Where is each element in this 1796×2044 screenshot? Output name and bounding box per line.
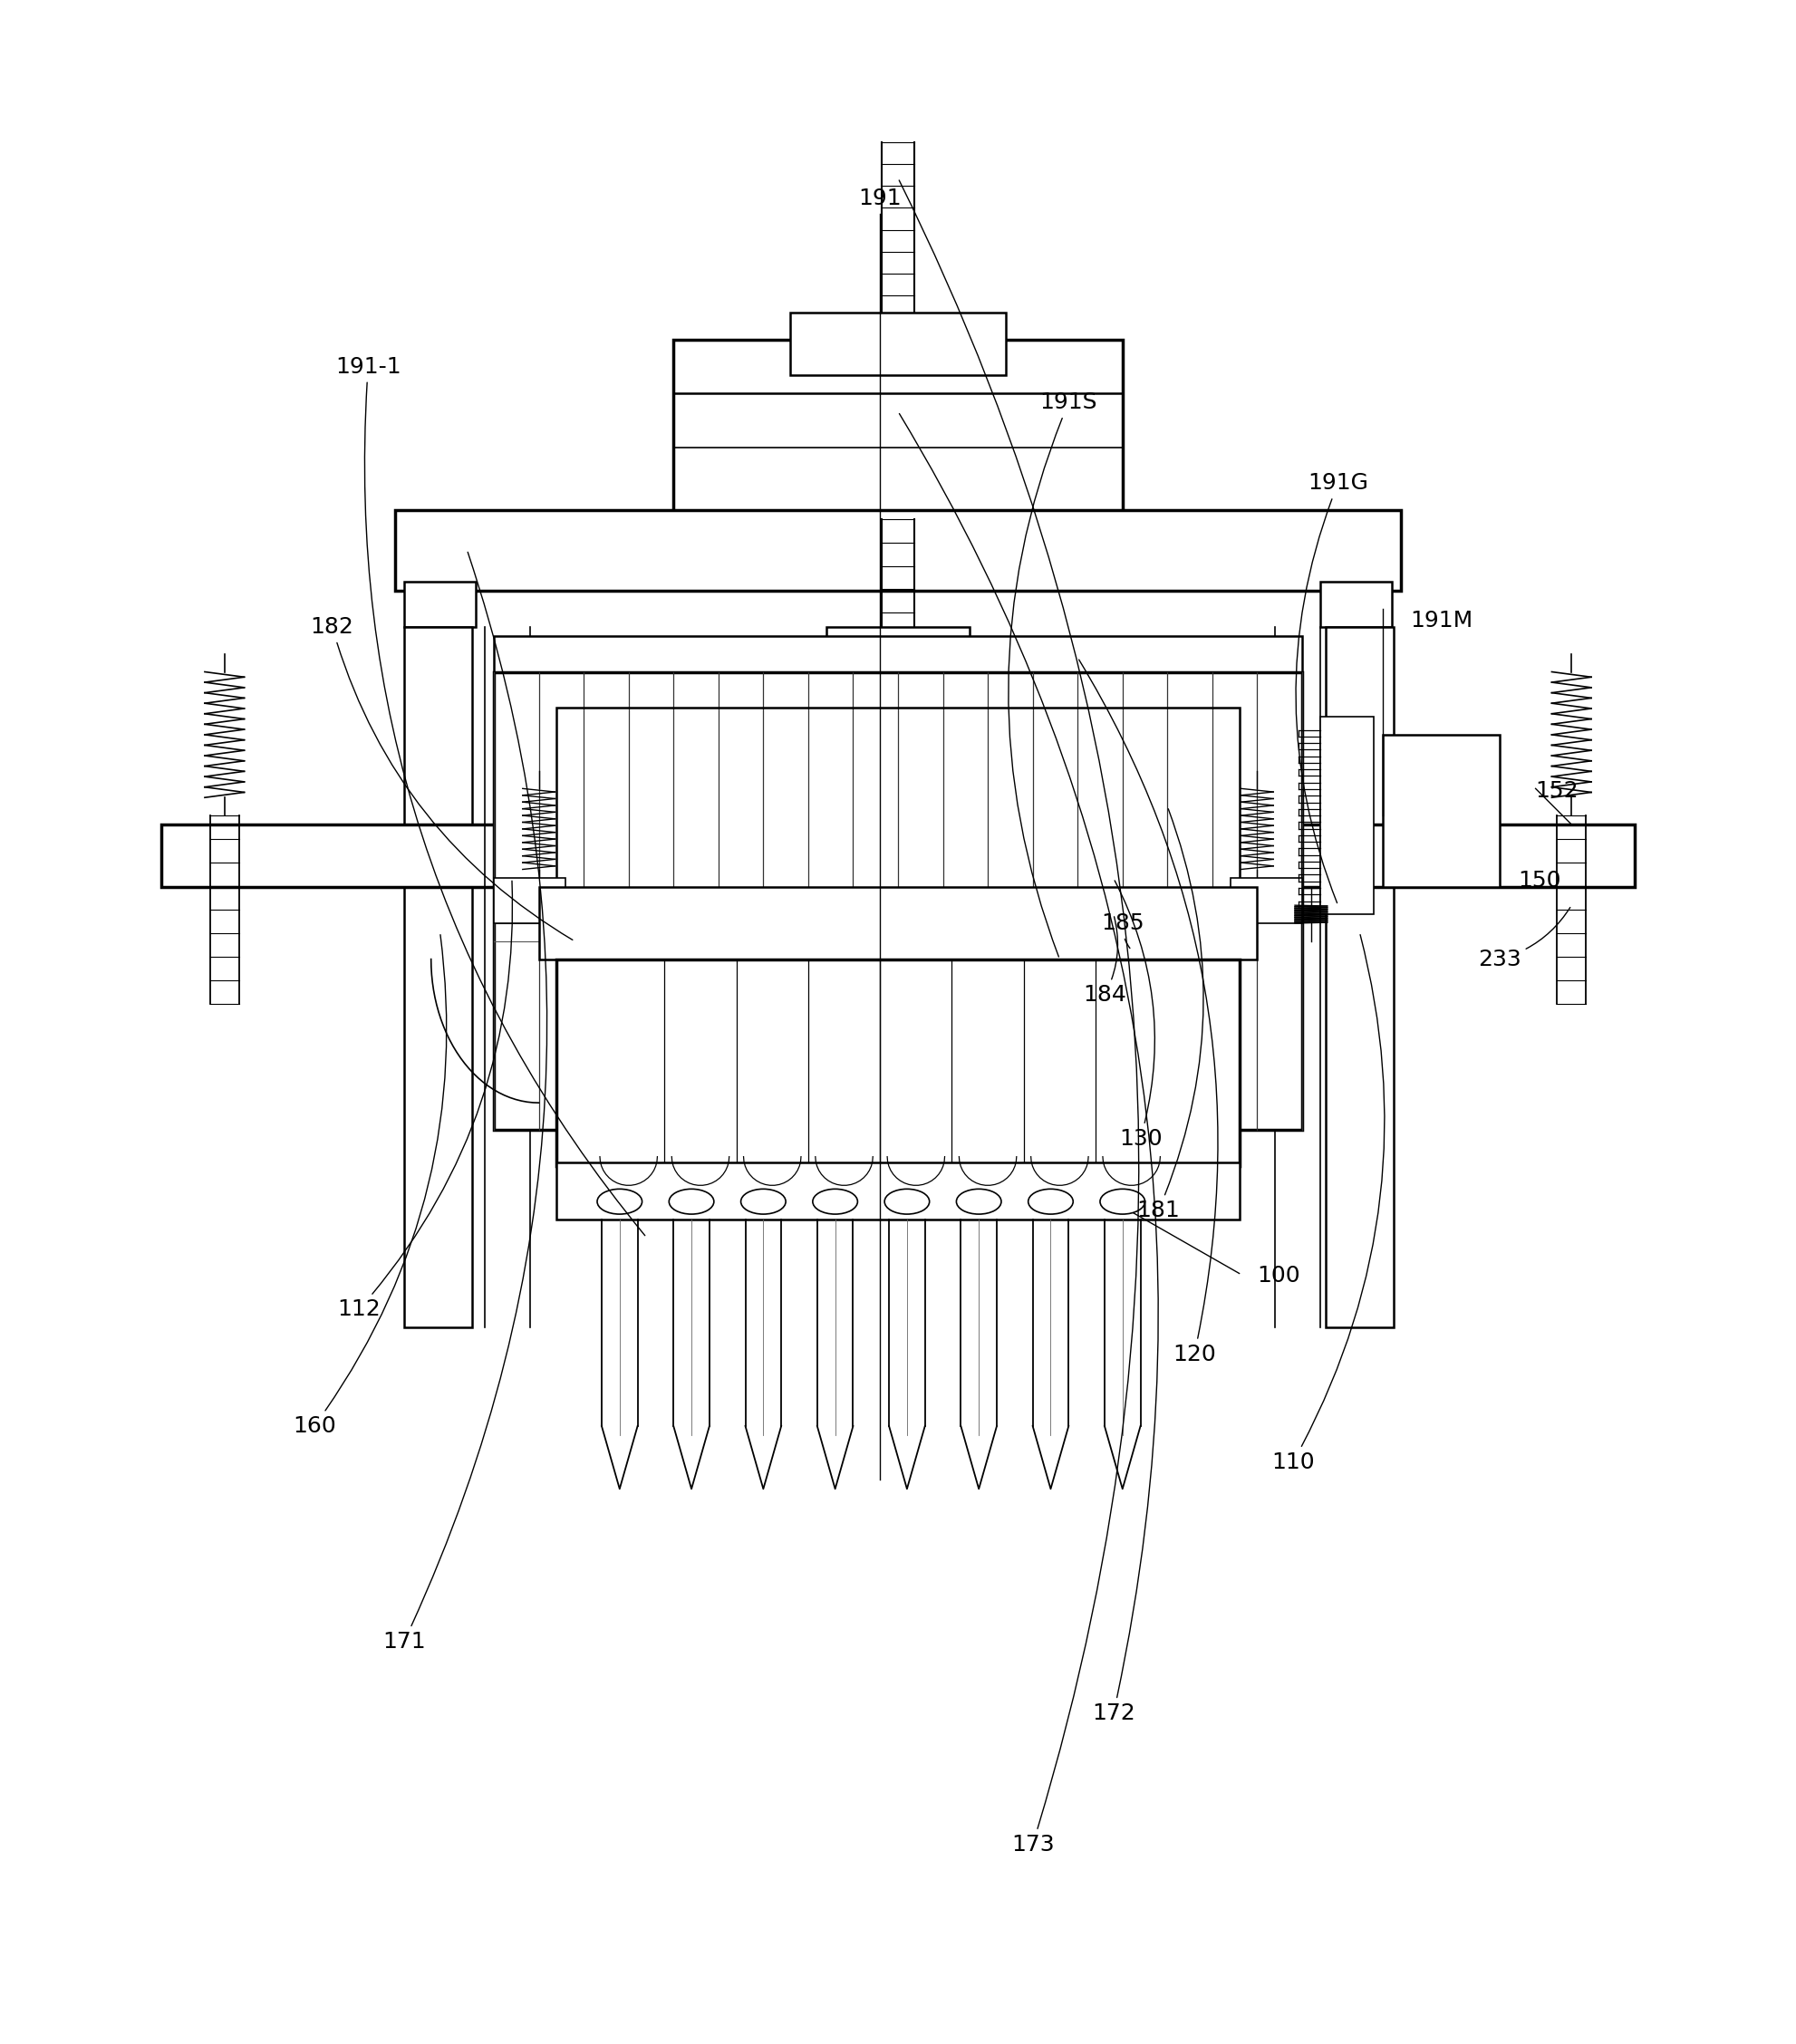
Bar: [162, 824, 1634, 887]
Text: 150: 150: [1518, 871, 1561, 891]
Text: 172: 172: [900, 413, 1158, 1725]
Text: 182: 182: [311, 615, 573, 940]
Ellipse shape: [742, 1190, 787, 1214]
Ellipse shape: [1027, 1190, 1074, 1214]
Text: 191: 191: [858, 188, 902, 208]
Bar: [494, 672, 1302, 1130]
Bar: [1325, 628, 1394, 1327]
Ellipse shape: [1099, 1190, 1146, 1214]
Text: 152: 152: [1536, 781, 1579, 801]
Bar: [1320, 717, 1374, 914]
Bar: [826, 628, 970, 672]
Text: 184: 184: [1083, 916, 1126, 1006]
Text: 181: 181: [1137, 809, 1203, 1222]
Text: 160: 160: [293, 934, 447, 1437]
Text: 173: 173: [900, 180, 1139, 1856]
Ellipse shape: [955, 1190, 1002, 1214]
Text: 171: 171: [383, 552, 548, 1652]
Text: 191G: 191G: [1297, 472, 1369, 903]
Text: 185: 185: [1101, 912, 1144, 948]
Ellipse shape: [884, 1190, 930, 1214]
Text: 112: 112: [338, 881, 512, 1320]
Bar: [674, 339, 1122, 519]
Text: 191-1: 191-1: [336, 356, 645, 1235]
Text: 233: 233: [1478, 908, 1570, 971]
Bar: [557, 959, 1239, 1165]
Text: 110: 110: [1272, 934, 1385, 1474]
Text: 120: 120: [1079, 660, 1218, 1365]
Bar: [557, 707, 1239, 1112]
Ellipse shape: [670, 1190, 715, 1214]
Ellipse shape: [598, 1190, 643, 1214]
Text: 130: 130: [1115, 881, 1162, 1149]
Text: 191S: 191S: [1008, 392, 1097, 957]
Bar: [1230, 879, 1302, 924]
Bar: [404, 583, 476, 628]
Bar: [790, 313, 1006, 376]
Bar: [1383, 734, 1500, 887]
Bar: [404, 628, 472, 1327]
Bar: [539, 887, 1257, 959]
Bar: [395, 511, 1401, 591]
Text: 191M: 191M: [1410, 609, 1473, 632]
Text: 100: 100: [1257, 1265, 1300, 1288]
Ellipse shape: [812, 1190, 858, 1214]
Bar: [494, 879, 566, 924]
Bar: [1320, 583, 1392, 628]
Bar: [557, 1163, 1239, 1220]
Bar: [494, 636, 1302, 681]
